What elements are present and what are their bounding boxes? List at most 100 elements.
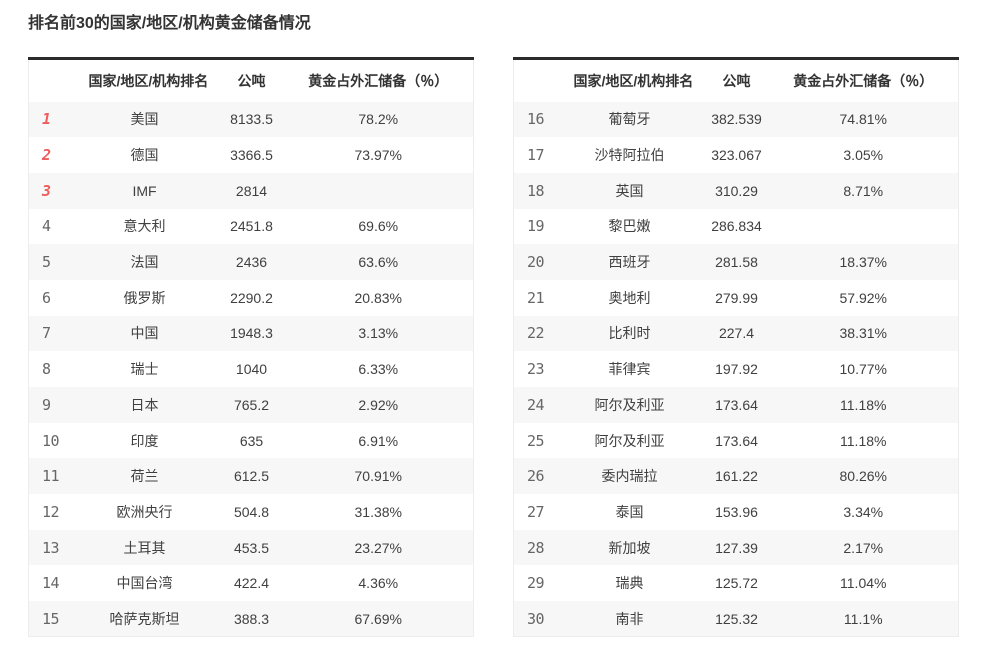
cell-pct: 18.37% — [839, 254, 887, 271]
header-country: 国家/地区/机构排名 — [573, 58, 693, 102]
cell-rank: 3 — [42, 181, 51, 200]
table-row: 17 沙特阿拉伯 323.067 3.05% — [514, 137, 959, 173]
cell-pct: 80.26% — [839, 468, 887, 485]
cell-tons: 153.96 — [715, 503, 758, 520]
table-row: 13 土耳其 453.5 23.27% — [28, 529, 474, 566]
cell-tons: 310.29 — [715, 182, 758, 199]
table-row: 24 阿尔及利亚 173.64 11.18% — [513, 387, 959, 423]
cell-tons: 612.5 — [233, 468, 270, 485]
table-row: 29 瑞典 125.72 11.04% — [514, 565, 959, 601]
cell-pct: 20.83% — [354, 289, 402, 306]
cell-pct: 10.77% — [839, 361, 887, 378]
cell-name: 美国 — [130, 111, 159, 128]
cell-pct: 11.18% — [840, 432, 887, 449]
cell-rank: 13 — [42, 538, 60, 557]
cell-pct: 4.36% — [358, 575, 399, 592]
table-row: 1 美国 8133.5 78.2% — [28, 101, 474, 138]
cell-tons: 197.92 — [715, 361, 758, 378]
cell-pct: 8.71% — [843, 182, 884, 199]
cell-rank: 20 — [527, 253, 545, 272]
cell-rank: 15 — [42, 609, 60, 628]
cell-rank: 11 — [42, 467, 60, 486]
cell-rank: 19 — [527, 217, 545, 236]
table-row: 2 德国 3366.5 73.97% — [29, 137, 474, 173]
cell-tons: 3366.5 — [230, 147, 273, 164]
cell-rank: 28 — [527, 538, 545, 557]
header-rank — [28, 58, 89, 102]
cell-rank: 24 — [527, 395, 545, 414]
table-row: 12 欧洲央行 504.8 31.38% — [29, 494, 474, 530]
cell-name: 俄罗斯 — [123, 289, 166, 306]
cell-name: 德国 — [130, 147, 159, 164]
gold-reserves-table-right: 国家/地区/机构排名 公吨 黄金占外汇储备（％） 16 葡萄牙 382.539 74.… — [513, 57, 959, 638]
table-row: 3 IMF 2814 — [28, 172, 474, 209]
cell-tons: 422.4 — [233, 575, 270, 592]
cell-tons: 281.58 — [715, 254, 758, 271]
cell-pct: 11.04% — [840, 575, 887, 592]
cell-name: 葡萄牙 — [608, 111, 651, 128]
cell-tons: 173.64 — [715, 432, 758, 449]
cell-name: 奥地利 — [608, 289, 651, 306]
cell-tons: 2814 — [235, 182, 268, 199]
table-row: 6 俄罗斯 2290.2 20.83% — [29, 280, 474, 316]
table-row: 5 法国 2436 63.6% — [28, 244, 474, 280]
cell-pct: 78.2% — [358, 111, 399, 128]
cell-tons: 635 — [239, 432, 264, 449]
cell-pct: 63.6% — [358, 254, 399, 271]
cell-rank: 9 — [42, 395, 51, 414]
cell-name: 瑞士 — [130, 361, 159, 378]
cell-tons: 125.72 — [715, 575, 758, 592]
table-row: 4 意大利 2451.8 69.6% — [29, 209, 474, 245]
table-header-row: 国家/地区/机构排名 公吨 黄金占外汇储备（％） — [28, 58, 474, 102]
cell-rank: 18 — [527, 181, 545, 200]
cell-pct: 11.18% — [840, 396, 887, 413]
table-row: 16 葡萄牙 382.539 74.81% — [513, 101, 959, 138]
cell-name: 比利时 — [608, 325, 651, 342]
table-row: 28 新加坡 127.39 2.17% — [513, 529, 959, 566]
cell-rank: 10 — [42, 431, 60, 450]
cell-tons: 504.8 — [233, 503, 270, 520]
header-rank — [513, 58, 574, 102]
cell-tons: 453.5 — [233, 539, 270, 556]
cell-tons: 127.39 — [715, 539, 758, 556]
cell-rank: 26 — [527, 467, 545, 486]
table-row: 27 泰国 153.96 3.34% — [514, 494, 959, 530]
cell-pct: 6.91% — [358, 432, 399, 449]
cell-pct: 67.69% — [354, 610, 402, 627]
table-row: 20 西班牙 281.58 18.37% — [513, 244, 959, 280]
cell-pct: 73.97% — [354, 147, 402, 164]
cell-pct: 2.92% — [358, 396, 399, 413]
cell-name: 中国 — [130, 325, 159, 342]
cell-rank: 27 — [527, 502, 545, 521]
cell-name: 阿尔及利亚 — [594, 432, 665, 449]
cell-name: 泰国 — [615, 503, 644, 520]
cell-name: 土耳其 — [123, 539, 166, 556]
cell-rank: 2 — [42, 146, 51, 165]
cell-pct: 3.13% — [358, 325, 399, 342]
cell-rank: 25 — [527, 431, 545, 450]
header-country: 国家/地区/机构排名 — [88, 58, 208, 102]
cell-tons: 279.99 — [715, 289, 758, 306]
cell-tons: 1040 — [235, 361, 268, 378]
cell-pct: 3.05% — [843, 147, 884, 164]
cell-name: 意大利 — [123, 218, 166, 235]
table-row: 25 阿尔及利亚 173.64 11.18% — [514, 423, 959, 459]
cell-rank: 8 — [42, 360, 51, 379]
table-row: 26 委内瑞拉 161.22 80.26% — [513, 458, 959, 495]
cell-rank: 1 — [42, 110, 51, 129]
page-title: 排名前30的国家/地区/机构黄金储备情况 — [28, 15, 311, 32]
table-row: 7 中国 1948.3 3.13% — [28, 315, 474, 352]
cell-pct: 74.81% — [839, 111, 887, 128]
cell-pct: 6.33% — [358, 361, 399, 378]
cell-name: 哈萨克斯坦 — [109, 610, 180, 627]
table-row: 23 菲律宾 197.92 10.77% — [514, 351, 959, 387]
cell-tons: 286.834 — [711, 218, 762, 235]
cell-name: 阿尔及利亚 — [594, 396, 665, 413]
table-row: 15 哈萨克斯坦 388.3 67.69% — [28, 601, 474, 637]
cell-pct — [788, 209, 959, 245]
cell-rank: 12 — [42, 502, 60, 521]
cell-tons: 227.4 — [718, 325, 755, 342]
cell-name: 瑞典 — [615, 575, 644, 592]
tables-container: 国家/地区/机构排名 公吨 黄金占外汇储备（％） 1 美国 8133.5 78.2% 2… — [28, 57, 989, 638]
cell-pct — [303, 173, 474, 209]
